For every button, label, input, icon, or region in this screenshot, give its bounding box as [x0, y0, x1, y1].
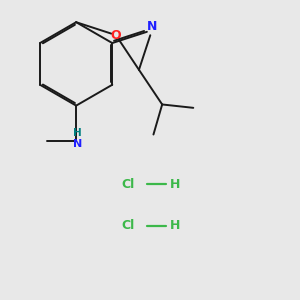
Text: H: H	[170, 178, 181, 191]
Text: Cl: Cl	[121, 178, 134, 191]
Text: H: H	[73, 128, 82, 138]
Text: N: N	[73, 139, 82, 149]
Text: O: O	[110, 28, 121, 42]
Text: N: N	[147, 20, 157, 33]
Text: H: H	[170, 219, 181, 232]
Text: Cl: Cl	[121, 219, 134, 232]
